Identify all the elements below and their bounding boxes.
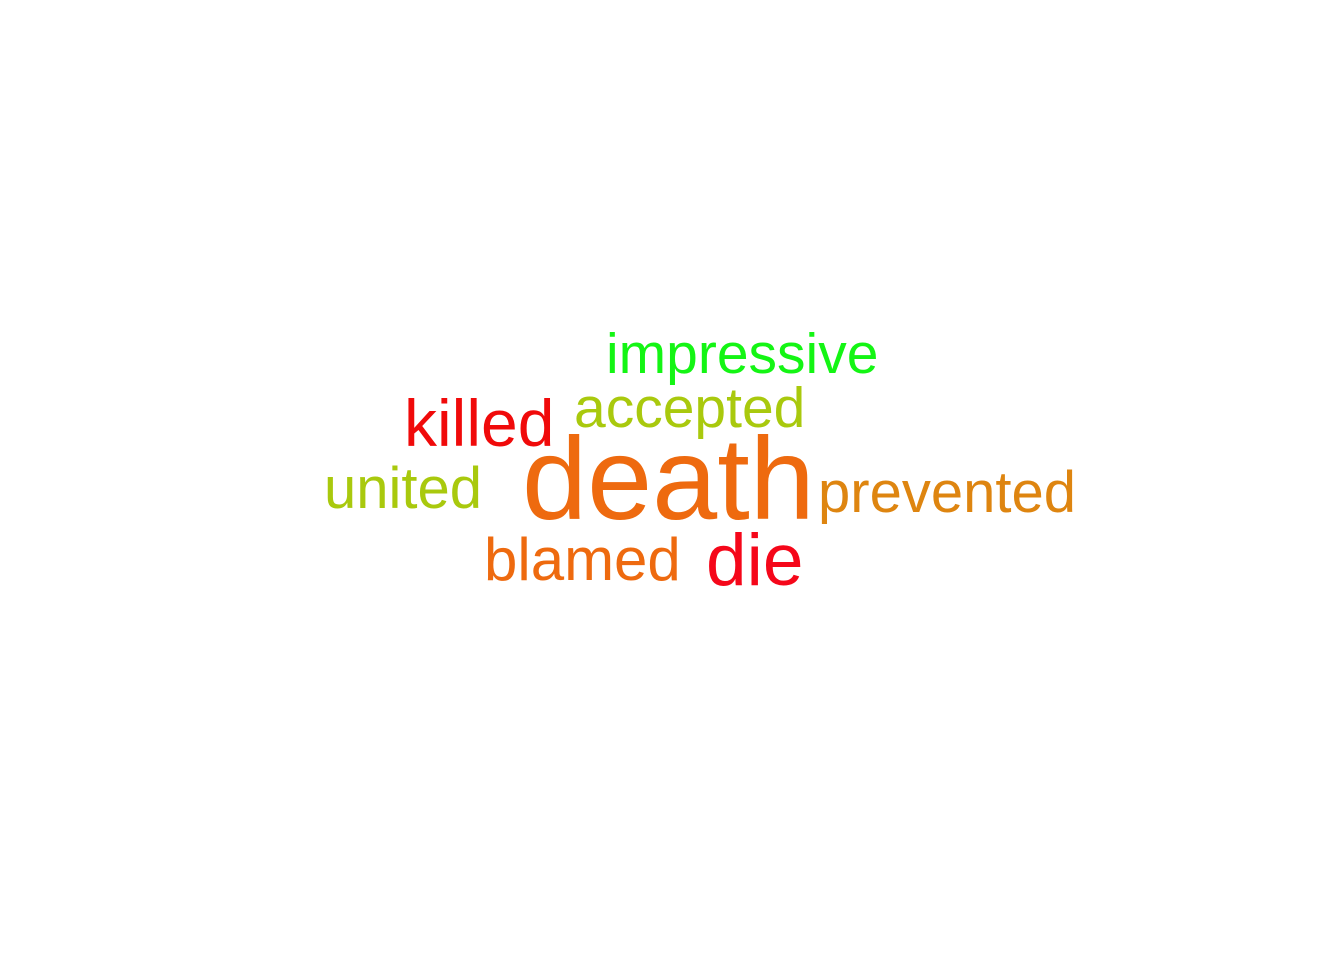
word-killed: killed — [404, 386, 555, 460]
word-death: death — [522, 413, 815, 544]
word-united: united — [324, 456, 483, 521]
word-die: die — [706, 520, 804, 601]
word-accepted: accepted — [574, 376, 806, 440]
word-prevented: prevented — [818, 460, 1076, 525]
word-impressive: impressive — [606, 322, 879, 386]
word-blamed: blamed — [484, 526, 681, 593]
